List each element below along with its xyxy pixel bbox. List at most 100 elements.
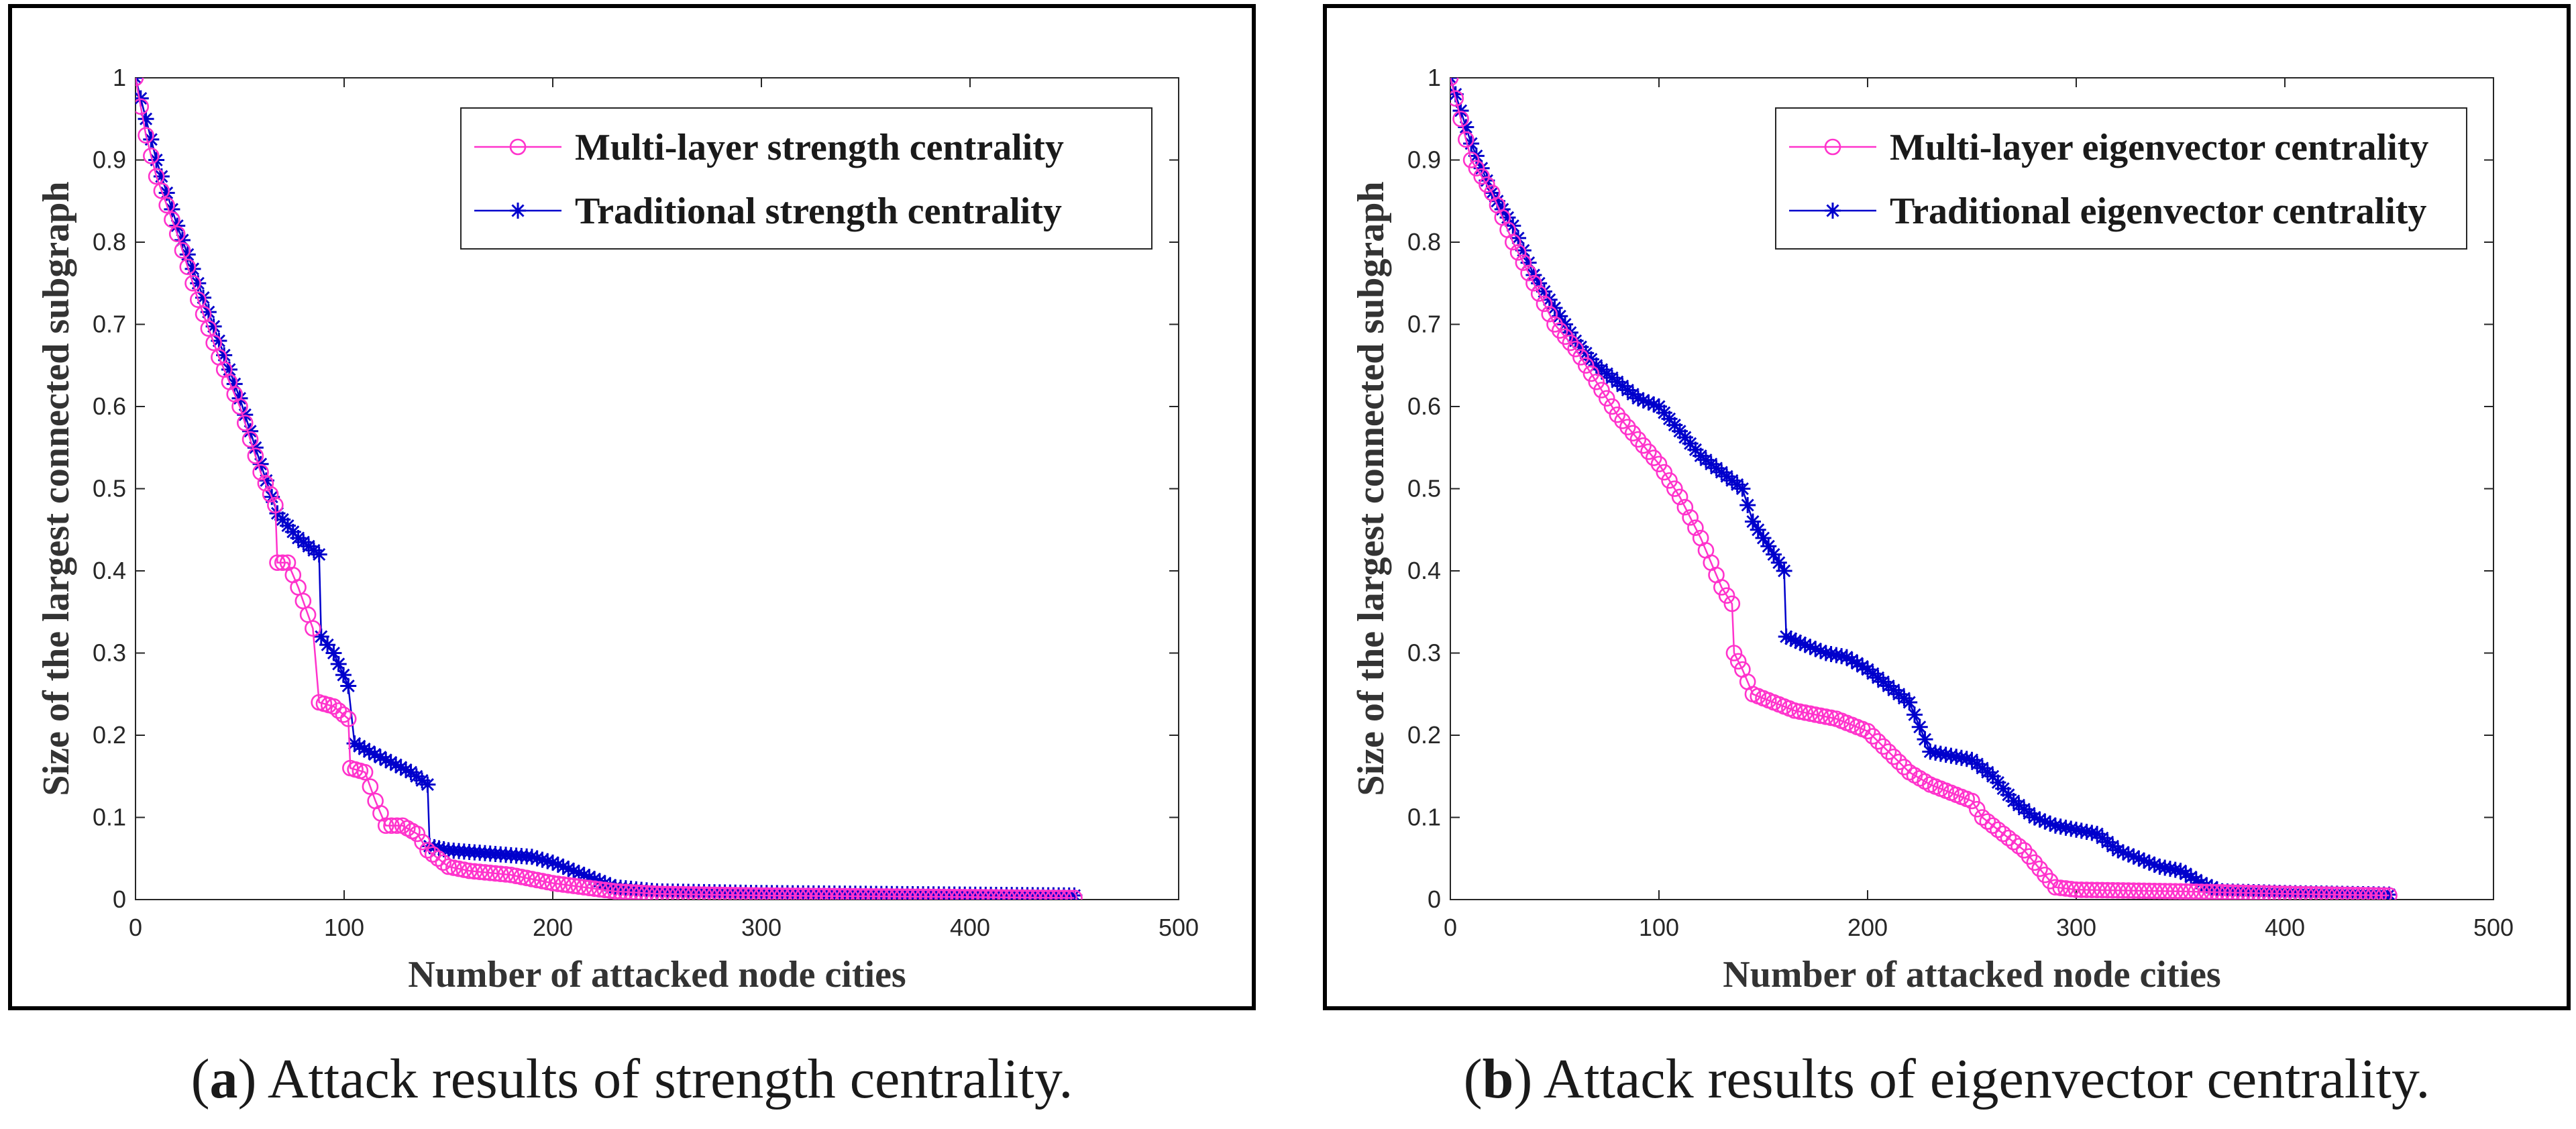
chart-a-series-1-point — [258, 472, 274, 489]
chart-a-series-0-point — [763, 887, 780, 900]
chart-a-series-1-point — [211, 333, 227, 349]
chart-b-series-0-point — [2131, 882, 2147, 900]
chart-b-series-0-point — [2355, 886, 2371, 900]
chart-b-series-0-point — [2365, 887, 2382, 900]
chart-a-series-0-point — [179, 258, 197, 276]
chart-a-series-0-point — [784, 887, 801, 900]
chart-a-series-0-point — [136, 98, 150, 115]
chart-a-series-1-point — [419, 776, 436, 793]
chart-b-series-0-point — [2276, 885, 2294, 900]
chart-b-series-1-point — [1828, 647, 1845, 663]
chart-a-series-0-point — [471, 863, 488, 880]
chart-a-series-0-point — [706, 886, 723, 900]
chart-a-series-0-point — [617, 883, 635, 900]
chart-a-series-0-point — [409, 825, 426, 843]
chart-a-series-0-point — [492, 865, 509, 883]
chart-a-series-1-point — [319, 637, 336, 653]
chart-a-series-0-point — [909, 888, 926, 900]
chart-b-series-1-point — [1807, 641, 1824, 657]
chart-b-series-1-point — [2047, 817, 2063, 834]
chart-b-series-0-point — [2344, 886, 2361, 900]
chart-b-series-0-point — [1666, 480, 1683, 497]
chart-a-series-0-point — [1024, 889, 1041, 900]
chart-b-series-0-point — [1875, 738, 1892, 755]
chart-a-series-0-point — [628, 884, 645, 900]
chart-b-series-1-point — [1782, 631, 1799, 647]
chart-a-series-0-point — [769, 887, 786, 900]
chart-b-series-0-point — [1979, 813, 1996, 830]
chart-a-series-1-point — [340, 678, 357, 694]
chart-a-series-1-point — [200, 304, 217, 321]
chart-a-series-0-point — [549, 875, 567, 892]
chart-b-series-0-point — [1598, 390, 1615, 407]
chart-b-series-0-point — [1864, 728, 1882, 745]
chart-b-series-0-point — [2328, 886, 2346, 900]
chart-b-series-1-point — [2125, 848, 2142, 865]
chart-b-x-axis-title: Number of attacked node cities — [1723, 954, 2220, 996]
chart-b-series-1-point — [1948, 749, 1965, 765]
chart-b-series-0-point — [1572, 349, 1589, 366]
chart-a-series-0-point — [727, 886, 744, 900]
chart-a-series-0-point — [581, 879, 598, 896]
chart-b-series-0-point — [1520, 264, 1537, 282]
chart-a-series-0-point — [951, 888, 968, 900]
chart-b-series-1-point — [1515, 242, 1532, 259]
chart-a-series-0-point — [914, 888, 932, 900]
chart-b-series-1-point — [1520, 254, 1537, 271]
chart-b-series-0-point — [1964, 792, 1980, 810]
chart-a-series-0-point — [1066, 890, 1083, 900]
chart-a-series-0-point — [487, 865, 504, 882]
chart-b-series-0-point — [1452, 110, 1469, 127]
chart-b-series-0-point — [2182, 883, 2200, 900]
chart-a-series-1-point — [402, 764, 419, 781]
chart-a-series-1-point — [351, 738, 368, 755]
chart-b-series-0-point — [2109, 881, 2127, 899]
chart-a-series-0-point — [1029, 889, 1046, 900]
chart-b-series-0-point — [1880, 743, 1897, 760]
chart-a-series-0-point — [269, 554, 286, 572]
chart-b-series-1-point — [1646, 396, 1662, 413]
chart-a-y-tick-label: 0.7 — [93, 311, 126, 338]
chart-a-series-0-point — [857, 888, 874, 900]
chart-b-series-0-point — [2062, 881, 2080, 898]
chart-a-y-axis-title: Size of the largest connected subgraph — [36, 181, 77, 796]
chart-b-series-0-point — [2161, 883, 2179, 900]
chart-b-series-1-point — [1629, 390, 1646, 407]
chart-b-series-0-point — [2266, 885, 2283, 900]
chart-a-series-0-point — [560, 877, 577, 894]
chart-a-series-0-point — [649, 885, 665, 900]
chart-b-series-1-point — [1755, 530, 1772, 546]
chart-a-series-1-point — [195, 289, 212, 306]
chart-a-series-0-point — [993, 889, 1010, 900]
chart-a-series-0-point — [461, 862, 478, 879]
chart-b-x-tick-label: 0 — [1444, 914, 1457, 941]
chart-b-series-0-point — [2177, 883, 2194, 900]
chart-a-series-0-point — [659, 885, 676, 900]
chart-a-series-1-point — [153, 168, 170, 184]
chart-a-series-1-point — [190, 275, 207, 292]
chart-b-series-1-point — [1906, 706, 1923, 723]
chart-b-series-0-point — [1859, 722, 1876, 740]
chart-a-series-1-point — [382, 754, 399, 771]
chart-b-series-1-point — [2146, 856, 2163, 873]
chart-b-series-1-point — [1770, 554, 1787, 571]
chart-b-series-0-point — [1593, 382, 1610, 398]
chart-b-series-0-point — [2078, 881, 2095, 898]
chart-a-series-0-point — [743, 887, 759, 900]
chart-a-y-tick-label: 0.6 — [93, 392, 126, 420]
chart-b-series-1-point — [2136, 852, 2153, 869]
chart-a-series-1-point — [138, 111, 154, 127]
chart-b-series-1-point — [1823, 646, 1839, 663]
chart-b-series-1-point — [1854, 658, 1871, 675]
chart-b-series-1-point — [1499, 209, 1516, 226]
chart-b-series-1-point — [1489, 193, 1505, 209]
chart-b-series-0-point — [2308, 885, 2324, 900]
chart-b-series-0-point — [1676, 498, 1694, 516]
chart-b-y-tick-label: 0.7 — [1407, 311, 1441, 338]
chart-b-series-0-point — [1530, 285, 1548, 302]
chart-b-series-0-point — [1541, 305, 1558, 323]
chart-b-series-0-point — [2167, 883, 2184, 900]
chart-a-series-1-point — [398, 761, 415, 778]
chart-b-series-1-point — [1744, 513, 1761, 530]
chart-b-series-0-point — [2047, 879, 2064, 896]
